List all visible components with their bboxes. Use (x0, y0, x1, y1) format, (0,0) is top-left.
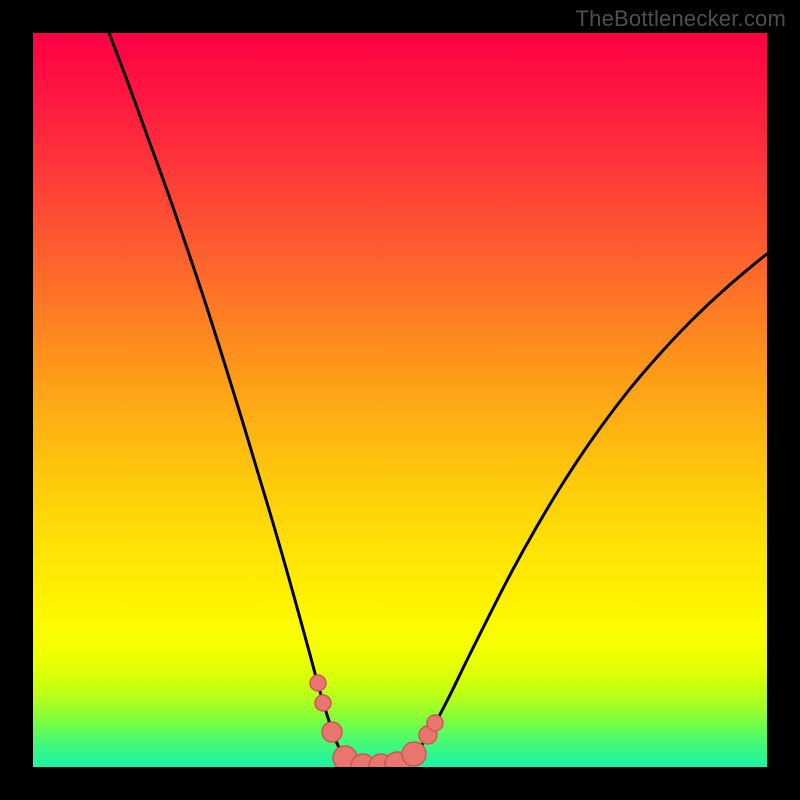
curve-marker (322, 722, 342, 742)
curve-marker (315, 695, 331, 711)
curve-marker (427, 715, 443, 731)
curve-marker (310, 675, 326, 691)
watermark-text: TheBottlenecker.com (576, 6, 786, 32)
plot-area (33, 33, 767, 767)
curve-markers (33, 33, 767, 767)
curve-marker (402, 742, 426, 766)
